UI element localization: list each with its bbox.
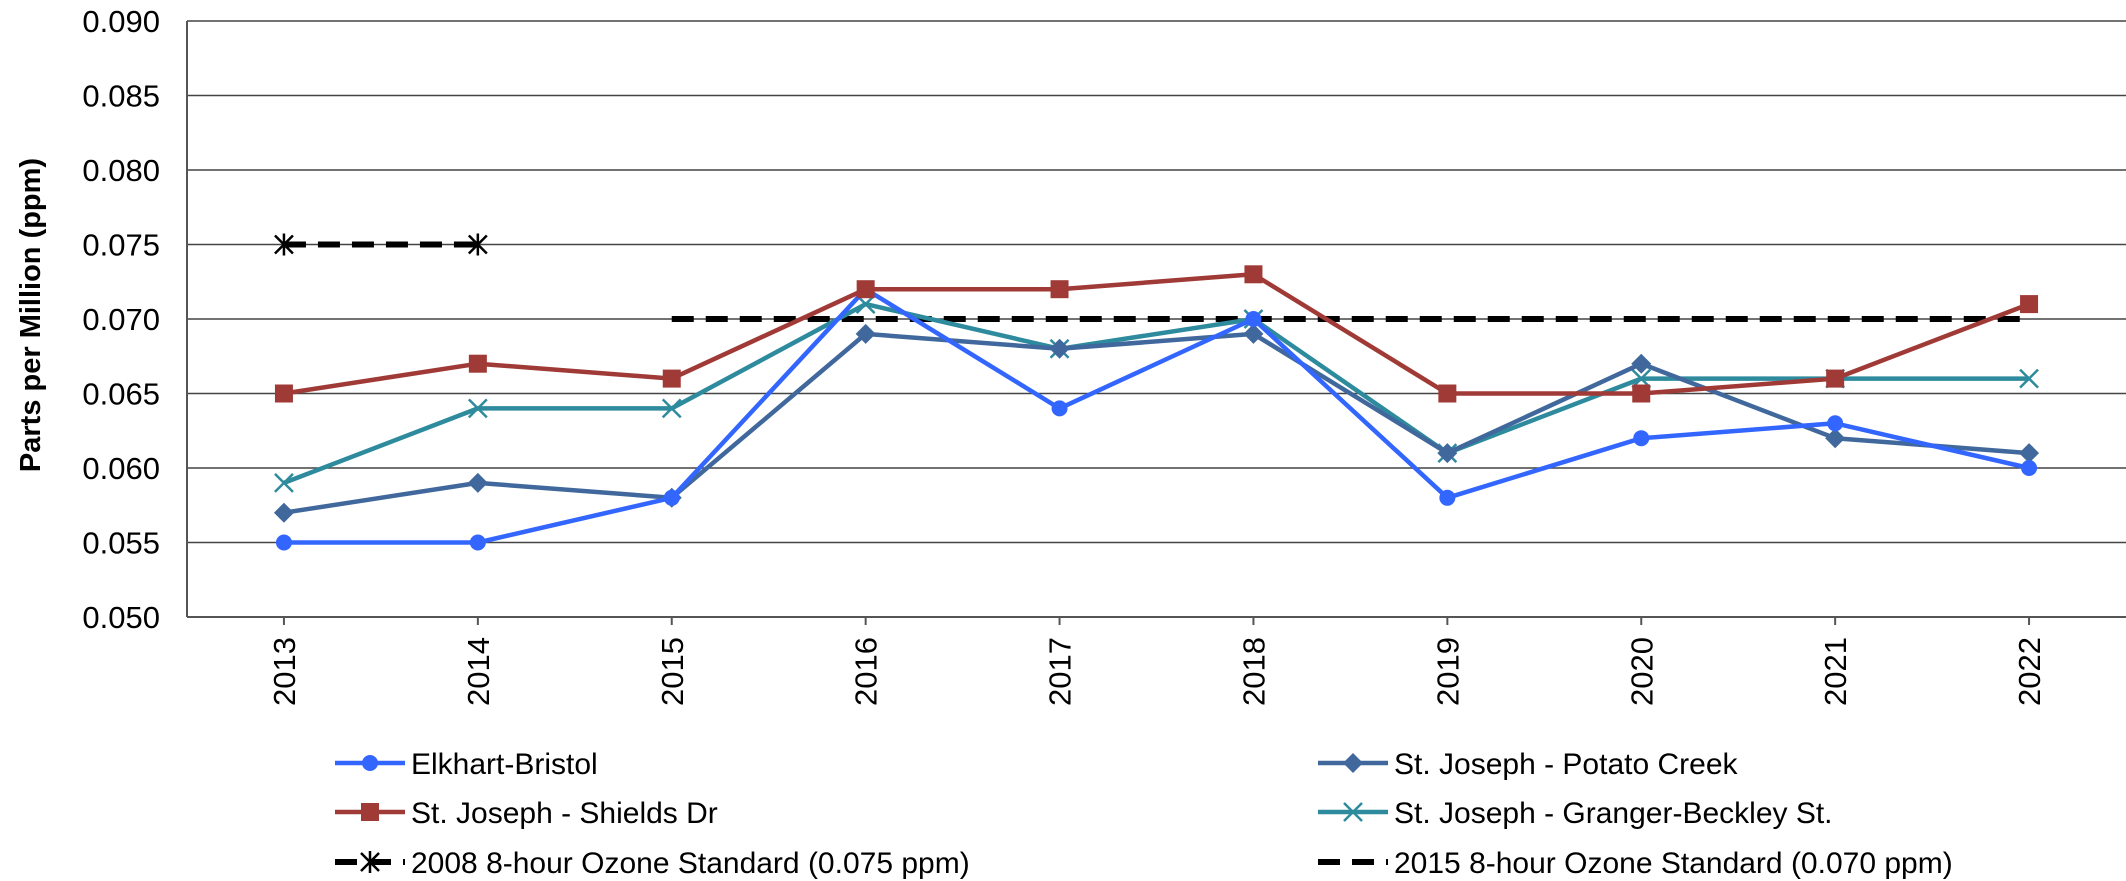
series-line [283,272,2030,396]
data-point [1827,415,1844,432]
series-line [283,301,2030,486]
series-lines [273,233,2040,551]
legend-marker [362,755,378,771]
data-point [1244,265,1263,284]
y-axis-label: Parts per Million (ppm) [15,158,47,472]
series-line [283,331,2030,515]
data-point [1439,489,1456,506]
data-point [1826,369,1845,388]
data-point [274,384,293,403]
data-point [1243,323,1264,344]
series-4 [274,233,488,256]
data-point [1632,384,1651,403]
data-point [467,233,488,256]
y-tick-labels: 0.050 0.055 0.060 0.065 0.070 0.075 0.080 0.085… [82,4,160,635]
data-point [469,534,486,551]
legend-label: St. Joseph - Shields Dr [411,797,718,830]
x-tick-label: 2022 [2012,637,2047,706]
y-tick-label: 0.090 [82,4,160,39]
data-point [468,354,487,373]
data-point [2020,295,2039,314]
data-point [855,323,876,344]
data-point [1051,400,1068,417]
data-point [2021,460,2038,476]
legend-entry: 2008 8-hour Ozone Standard (0.075 ppm) [335,847,970,880]
data-point [1633,430,1650,447]
legend-marker [361,803,379,821]
data-point [661,398,682,419]
data-point [1049,338,1070,359]
data-point [856,280,875,299]
y-tick-label: 0.070 [82,302,160,337]
data-point [467,398,488,419]
data-point [467,472,488,493]
legend: Elkhart-Bristol St. Joseph - Potato Creek… [335,748,1953,880]
data-point [662,369,681,388]
legend-marker [1343,753,1363,773]
data-point [2019,443,2040,464]
x-tick-label: 2020 [1624,637,1659,706]
legend-entry: Elkhart-Bristol [335,748,598,781]
legend-entry: 2015 8-hour Ozone Standard (0.070 ppm) [1318,847,1953,880]
x-tick-label: 2013 [267,637,302,706]
y-tick-label: 0.075 [82,228,160,263]
legend-label: 2015 8-hour Ozone Standard (0.070 ppm) [1394,847,1953,880]
data-point [274,233,294,256]
x-tick-labels: 2013 2014 2015 2016 2017 2018 2019 2020 2021 2022 [267,637,2047,706]
legend-entry: St. Joseph - Shields Dr [335,797,718,830]
x-tick-label: 2021 [1818,637,1853,706]
data-point [1050,280,1069,299]
y-tick-label: 0.060 [82,451,160,486]
data-point [1245,311,1262,327]
x-tick-label: 2014 [461,637,496,706]
y-tick-label: 0.055 [82,526,160,561]
x-tick-label: 2017 [1043,637,1078,706]
legend-marker [360,851,380,873]
data-point [1437,443,1458,464]
data-point [1438,384,1457,403]
legend-entry: St. Joseph - Granger-Beckley St. [1318,797,1833,830]
series-line [283,286,2030,545]
data-point [274,473,294,493]
x-tick-label: 2016 [849,637,884,706]
data-point [273,502,294,523]
legend-entry: St. Joseph - Potato Creek [1318,748,1739,781]
y-tick-label: 0.085 [82,79,160,114]
data-point [1631,353,1652,374]
legend-label: 2008 8-hour Ozone Standard (0.075 ppm) [411,847,970,880]
y-tick-label: 0.065 [82,377,160,412]
y-tick-label: 0.050 [82,600,160,635]
x-tick-label: 2018 [1236,637,1271,706]
data-point [275,534,292,551]
series-1 [273,323,2040,523]
legend-marker [1343,802,1363,822]
grid-lines [187,20,2126,544]
legend-label: St. Joseph - Granger-Beckley St. [1394,797,1833,830]
data-point [2019,368,2039,389]
x-tick-label: 2019 [1430,637,1465,706]
x-tick-label: 2015 [655,637,690,706]
legend-label: St. Joseph - Potato Creek [1394,748,1739,781]
data-point [663,489,680,506]
axes [186,21,2126,625]
legend-label: Elkhart-Bristol [411,748,598,781]
data-point [1825,428,1846,449]
y-tick-label: 0.080 [82,153,160,188]
series-2 [274,265,2039,403]
